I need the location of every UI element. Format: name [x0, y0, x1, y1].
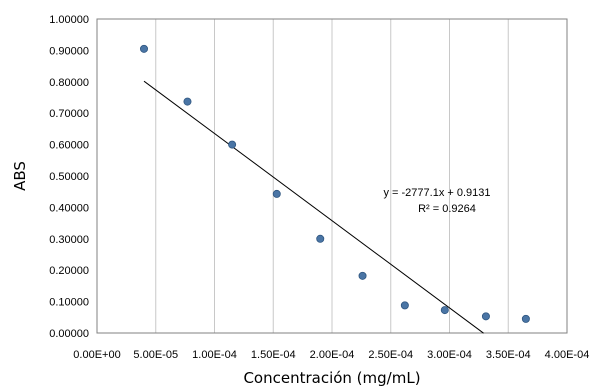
plot-area — [96, 18, 568, 334]
data-point — [521, 314, 530, 323]
y-axis-ticks: 0.00000 0.10000 0.20000 0.30000 0.40000 0.500… — [49, 14, 89, 340]
y-tick-label: 0.50000 — [49, 171, 89, 183]
trendline — [143, 80, 484, 334]
data-point — [400, 301, 409, 310]
data-point — [358, 271, 367, 280]
y-tick-label: 0.40000 — [49, 202, 89, 214]
y-tick-label: 0.90000 — [49, 45, 89, 57]
y-axis-title: ABS — [11, 161, 29, 191]
x-axis-title: Concentración (mg/mL) — [243, 369, 420, 387]
gridlines — [155, 19, 509, 333]
data-point — [440, 306, 449, 315]
trendline-equation: y = -2777.1x + 0.9131 — [383, 187, 490, 199]
data-point — [272, 189, 281, 198]
y-tick-label: 0.10000 — [49, 297, 89, 309]
x-tick-label: 3.00E-04 — [427, 349, 472, 361]
data-point — [316, 234, 325, 243]
y-tick-label: 0.60000 — [49, 140, 89, 152]
data-points — [139, 44, 530, 323]
x-tick-label: 2.50E-04 — [368, 349, 413, 361]
y-tick-label: 0.20000 — [49, 265, 89, 277]
x-tick-label: 4.00E-04 — [545, 349, 590, 361]
y-tick-label: 0.00000 — [49, 328, 89, 340]
y-tick-label: 0.30000 — [49, 234, 89, 246]
x-tick-label: 5.00E-05 — [133, 349, 178, 361]
data-point — [481, 312, 490, 321]
x-tick-label: 1.50E-04 — [251, 349, 296, 361]
data-point — [228, 140, 237, 149]
data-point — [139, 44, 148, 53]
x-tick-label: 3.50E-04 — [486, 349, 531, 361]
x-axis-ticks: 0.00E+00 5.00E-05 1.00E-04 1.50E-04 2.00E-04… — [73, 349, 589, 361]
r-squared-label: R² = 0.9264 — [418, 203, 476, 215]
y-tick-label: 1.00000 — [49, 14, 89, 26]
y-tick-label: 0.70000 — [49, 108, 89, 120]
x-tick-label: 1.00E-04 — [192, 349, 237, 361]
x-tick-label: 2.00E-04 — [310, 349, 355, 361]
x-tick-label: 0.00E+00 — [73, 349, 120, 361]
y-tick-label: 0.80000 — [49, 77, 89, 89]
data-point — [183, 97, 192, 106]
